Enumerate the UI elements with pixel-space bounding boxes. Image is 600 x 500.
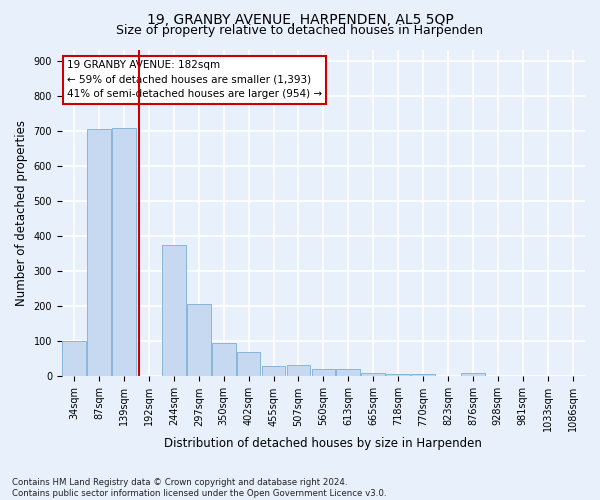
Bar (212, 343, 236, 376)
Bar (337, 368, 360, 376)
Text: Contains HM Land Registry data © Crown copyright and database right 2024.
Contai: Contains HM Land Registry data © Crown c… (12, 478, 386, 498)
Bar (237, 352, 260, 376)
Bar (461, 373, 485, 376)
Text: 19, GRANBY AVENUE, HARPENDEN, AL5 5QP: 19, GRANBY AVENUE, HARPENDEN, AL5 5QP (146, 12, 454, 26)
Bar (361, 373, 385, 376)
X-axis label: Distribution of detached houses by size in Harpenden: Distribution of detached houses by size … (164, 437, 482, 450)
Bar (287, 365, 310, 376)
Y-axis label: Number of detached properties: Number of detached properties (15, 120, 28, 306)
Bar (386, 374, 410, 376)
Bar (162, 245, 186, 376)
Text: 19 GRANBY AVENUE: 182sqm
← 59% of detached houses are smaller (1,393)
41% of sem: 19 GRANBY AVENUE: 182sqm ← 59% of detach… (67, 60, 322, 100)
Bar (187, 304, 211, 376)
Bar (262, 366, 286, 376)
Bar (311, 370, 335, 376)
Bar (112, 128, 136, 376)
Text: Size of property relative to detached houses in Harpenden: Size of property relative to detached ho… (116, 24, 484, 37)
Bar (411, 374, 435, 376)
Bar (62, 342, 86, 376)
Bar (88, 129, 111, 376)
